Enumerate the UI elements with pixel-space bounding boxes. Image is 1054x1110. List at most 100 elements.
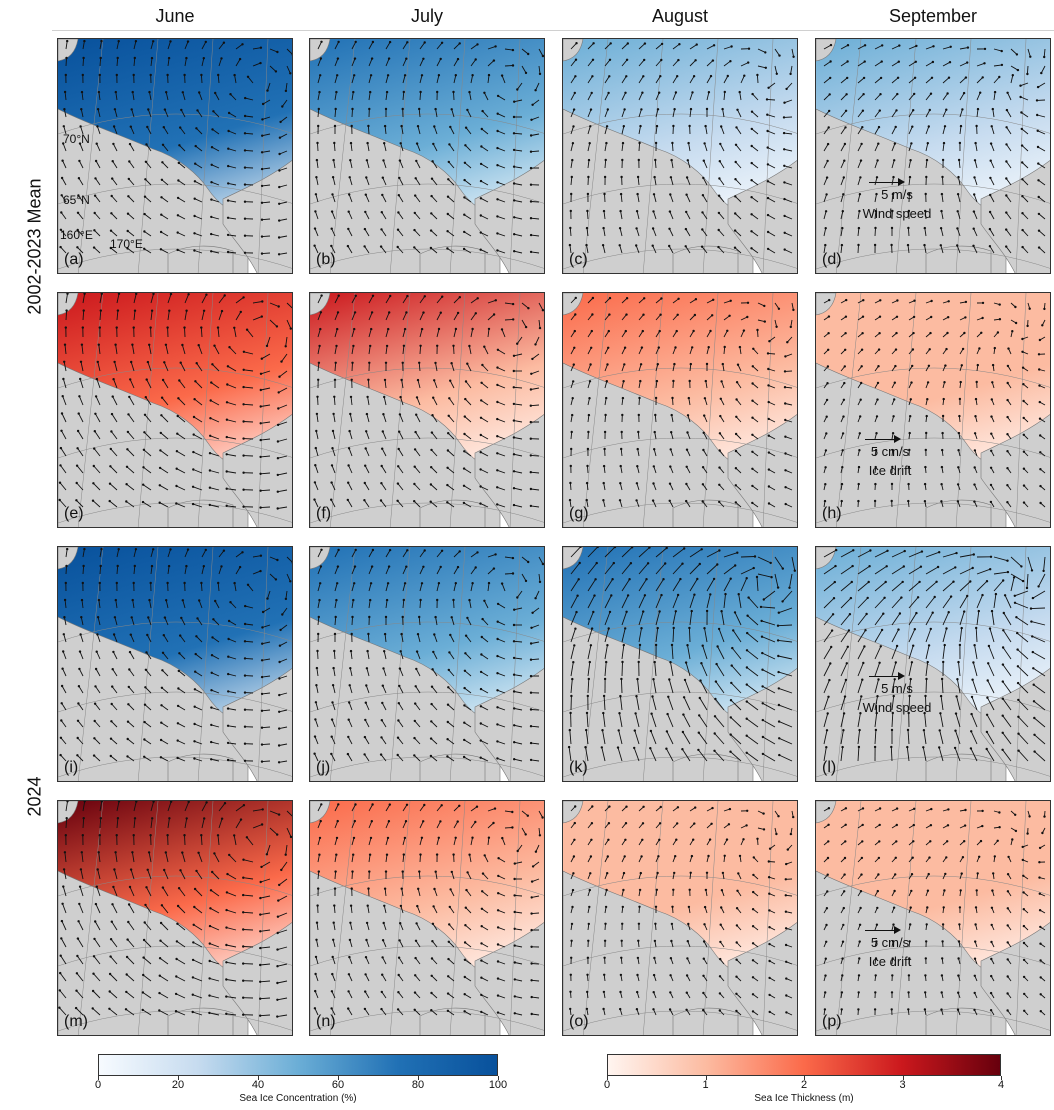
ice-drift-vector — [385, 312, 390, 321]
vector-head — [751, 501, 754, 505]
parallel-line — [310, 248, 544, 270]
wind-vector — [211, 758, 220, 762]
parallel-line — [563, 113, 797, 135]
vector-head — [318, 598, 321, 602]
vector-head — [313, 227, 317, 230]
vector-head — [420, 327, 424, 331]
wind-vector — [63, 634, 67, 643]
wind-vector — [127, 248, 135, 254]
vector-head — [529, 708, 533, 711]
wind-vector — [617, 747, 623, 762]
wind-vector — [823, 663, 831, 677]
ice-drift-vector — [178, 397, 186, 406]
vector-head — [1002, 629, 1005, 632]
wind-vector — [332, 194, 336, 203]
wind-vector — [96, 634, 101, 643]
vector-head — [605, 125, 609, 128]
vector-head — [366, 649, 369, 653]
vector-head — [665, 747, 668, 750]
vector-head — [574, 296, 577, 300]
vector-head — [639, 363, 643, 366]
wind-vector — [666, 731, 674, 745]
vector-head — [458, 804, 461, 807]
ice-drift-vector — [286, 319, 292, 329]
vector-head — [585, 226, 589, 230]
vector-head — [529, 404, 532, 407]
vector-head — [1005, 160, 1008, 163]
vector-head — [194, 652, 197, 656]
vector-head — [745, 717, 748, 720]
vector-head — [245, 328, 249, 331]
vector-head — [1001, 714, 1004, 717]
wind-vector — [942, 581, 954, 592]
ice-drift-vector — [260, 472, 271, 475]
ice-drift-vector — [277, 980, 288, 984]
vector-head — [766, 196, 770, 200]
wind-vector — [668, 679, 674, 694]
wind-vector — [399, 668, 404, 677]
ice-drift-vector — [278, 387, 288, 393]
wind-vector — [285, 82, 288, 91]
vector-head — [867, 580, 870, 584]
vector-head — [973, 466, 976, 469]
vector-head — [956, 244, 959, 247]
vector-head — [956, 678, 959, 681]
wind-vector — [762, 719, 776, 728]
ice-drift-vector — [116, 801, 120, 812]
wind-vector — [989, 245, 995, 254]
wind-vector — [514, 183, 523, 186]
ice-drift-vector — [365, 448, 370, 457]
vector-head — [259, 554, 263, 557]
wind-vector — [184, 58, 187, 67]
ice-drift-vector — [150, 818, 153, 829]
wind-vector — [635, 713, 640, 728]
wind-vector — [701, 246, 708, 254]
meridian-line — [329, 547, 356, 781]
vector-head — [414, 685, 417, 688]
wind-vector — [973, 228, 978, 237]
vector-head — [330, 210, 334, 213]
vector-head — [1032, 667, 1035, 670]
vector-head — [125, 465, 129, 468]
vector-head — [717, 211, 721, 215]
wind-vector — [908, 77, 916, 84]
vector-head — [333, 395, 336, 398]
vector-head — [419, 90, 422, 94]
vector-head — [337, 40, 340, 44]
vector-head — [274, 578, 278, 581]
vector-head — [382, 159, 385, 162]
vector-head — [911, 348, 915, 351]
vector-head — [142, 448, 146, 451]
wind-vector — [925, 662, 929, 677]
vector-head — [260, 315, 263, 318]
wind-vector — [840, 696, 846, 711]
vector-head — [82, 309, 85, 312]
wind-vector — [447, 686, 455, 694]
vector-head — [715, 662, 718, 666]
vector-head — [78, 885, 82, 888]
ice-drift-vector — [198, 852, 203, 863]
vector-head — [863, 44, 867, 47]
vector-head — [96, 868, 99, 871]
ice-drift-vector — [246, 837, 254, 846]
wind-vector — [161, 687, 169, 694]
wind-vector — [417, 126, 421, 135]
vector-head — [1019, 84, 1022, 87]
wind-vector — [351, 616, 353, 626]
vector-head — [914, 60, 917, 63]
wind-vector — [734, 213, 742, 220]
ice-drift-vector — [143, 466, 152, 474]
vector-head — [364, 464, 367, 467]
vector-head — [692, 329, 695, 333]
wind-vector — [1031, 621, 1046, 626]
wind-vector — [638, 563, 649, 575]
vector-head — [177, 397, 180, 400]
vector-head — [702, 431, 705, 434]
ice-drift-vector — [110, 938, 118, 948]
vector-head — [158, 484, 161, 487]
wind-vector — [891, 126, 897, 135]
vector-head — [191, 993, 194, 996]
wind-vector — [463, 231, 472, 237]
vector-head — [336, 582, 339, 585]
vector-head — [643, 42, 647, 45]
